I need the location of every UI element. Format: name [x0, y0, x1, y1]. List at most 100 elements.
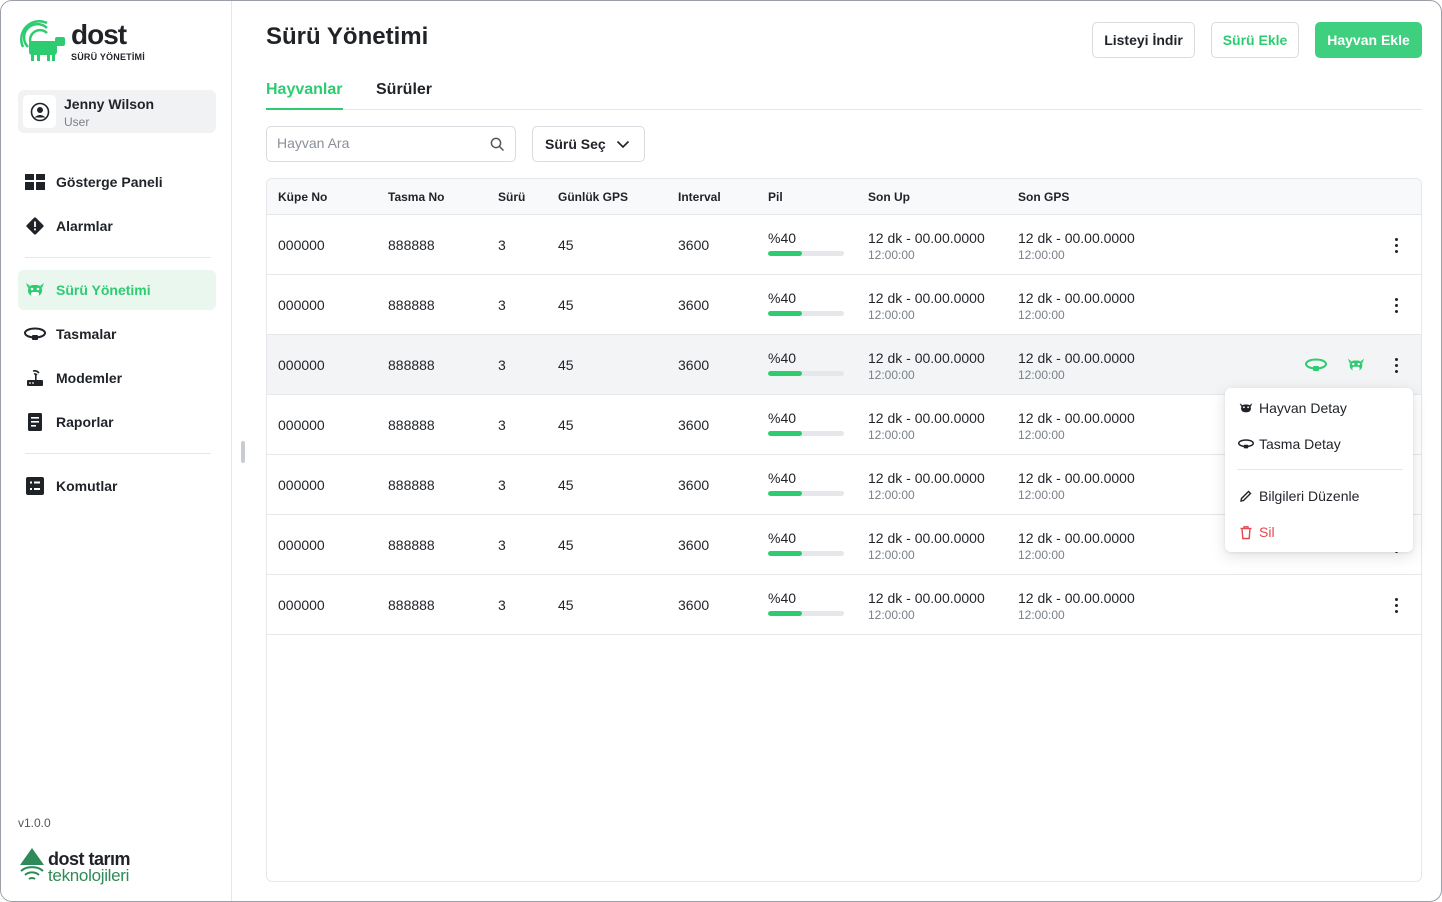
last-gps-value: 12 dk - 00.00.0000: [1018, 410, 1135, 426]
herd-select[interactable]: Sürü Seç: [532, 126, 645, 162]
cell-herd: 3: [498, 537, 506, 553]
cell-herd: 3: [498, 297, 506, 313]
sidebar-item-dashboard[interactable]: Gösterge Paneli: [18, 162, 216, 202]
sidebar-item-modems[interactable]: Modemler: [18, 358, 216, 398]
sidebar-item-collars[interactable]: Tasmalar: [18, 314, 216, 354]
table-row[interactable]: 000000 888888 3 45 3600 %40 12 dk - 00.00.00…: [267, 215, 1421, 275]
cow-logo-icon: [20, 20, 65, 61]
column-header[interactable]: Tasma No: [388, 190, 445, 204]
company-name-line1: dost tarım: [48, 849, 131, 869]
sidebar-item-herd-management[interactable]: Sürü Yönetimi: [18, 270, 216, 310]
menu-divider: [1237, 469, 1403, 470]
search-input[interactable]: [277, 135, 477, 151]
company-logo: dost tarım teknolojileri: [18, 847, 148, 887]
last-gps-time: 12:00:00: [1018, 548, 1065, 562]
sidebar-item-label: Alarmlar: [56, 218, 113, 234]
more-options-icon[interactable]: [1387, 235, 1405, 255]
last-up-value: 12 dk - 00.00.0000: [868, 530, 985, 546]
collar-icon: [24, 323, 46, 345]
table-row[interactable]: 000000 888888 3 45 3600 %40 12 dk - 00.00.00…: [267, 335, 1421, 395]
cell-collar-no: 888888: [388, 477, 435, 493]
last-gps-cell: 12 dk - 00.00.0000 12:00:00: [1018, 410, 1135, 442]
table-row[interactable]: 000000 888888 3 45 3600 %40 12 dk - 00.00.00…: [267, 575, 1421, 635]
column-header[interactable]: Son Up: [868, 190, 910, 204]
battery-cell: %40: [768, 290, 844, 316]
last-gps-value: 12 dk - 00.00.0000: [1018, 590, 1135, 606]
cell-ear-tag: 000000: [278, 237, 325, 253]
last-gps-time: 12:00:00: [1018, 308, 1065, 322]
cell-ear-tag: 000000: [278, 597, 325, 613]
company-name-line2: teknolojileri: [48, 866, 130, 885]
add-herd-button[interactable]: Sürü Ekle: [1211, 22, 1299, 58]
cell-herd: 3: [498, 237, 506, 253]
last-up-time: 12:00:00: [868, 608, 915, 622]
last-gps-time: 12:00:00: [1018, 368, 1065, 382]
download-list-button[interactable]: Listeyi İndir: [1092, 22, 1195, 58]
column-header[interactable]: Pil: [768, 190, 783, 204]
company-logo-icon: [20, 848, 44, 880]
column-header[interactable]: Interval: [678, 190, 721, 204]
cell-ear-tag: 000000: [278, 537, 325, 553]
sidebar-divider: [25, 453, 211, 454]
battery-cell: %40: [768, 410, 844, 436]
battery-bar: [768, 311, 844, 316]
brand-subtitle: SÜRÜ YÖNETİMİ: [71, 52, 145, 62]
last-gps-cell: 12 dk - 00.00.0000 12:00:00: [1018, 290, 1135, 322]
cell-daily-gps: 45: [558, 477, 574, 493]
sidebar-item-reports[interactable]: Raporlar: [18, 402, 216, 442]
last-up-time: 12:00:00: [868, 368, 915, 382]
cell-interval: 3600: [678, 237, 710, 253]
menu-item-animal-detail[interactable]: Hayvan Detay: [1237, 396, 1347, 420]
alarm-icon: [24, 215, 46, 237]
sidebar-item-label: Tasmalar: [56, 326, 117, 342]
user-card[interactable]: Jenny Wilson User: [18, 90, 216, 133]
table-header: Küpe No Tasma No Sürü Günlük GPS Interva…: [267, 179, 1421, 215]
cell-herd: 3: [498, 597, 506, 613]
search-icon[interactable]: [490, 137, 505, 157]
battery-percent: %40: [768, 350, 797, 366]
cell-collar-no: 888888: [388, 597, 435, 613]
cell-ear-tag: 000000: [278, 297, 325, 313]
sidebar-item-alarms[interactable]: Alarmlar: [18, 206, 216, 246]
column-header[interactable]: Son GPS: [1018, 190, 1070, 204]
last-gps-time: 12:00:00: [1018, 428, 1065, 442]
tab-herds[interactable]: Sürüler: [376, 81, 433, 98]
row-context-menu: Hayvan Detay Tasma Detay Bilgileri Düzen…: [1225, 388, 1413, 552]
table-row[interactable]: 000000 888888 3 45 3600 %40 12 dk - 00.00.00…: [267, 275, 1421, 335]
last-up-cell: 12 dk - 00.00.0000 12:00:00: [868, 530, 985, 562]
dashboard-icon: [24, 171, 46, 193]
collar-icon[interactable]: [1304, 355, 1328, 375]
tab-animals[interactable]: Hayvanlar: [266, 81, 343, 110]
avatar: [23, 95, 56, 128]
sidebar: dost SÜRÜ YÖNETİMİ Jenny Wilson User Gös…: [1, 1, 232, 901]
last-gps-time: 12:00:00: [1018, 488, 1065, 502]
column-header[interactable]: Küpe No: [278, 190, 328, 204]
command-icon: [24, 475, 46, 497]
menu-item-delete[interactable]: Sil: [1237, 520, 1275, 544]
cell-collar-no: 888888: [388, 537, 435, 553]
cell-interval: 3600: [678, 297, 710, 313]
column-header[interactable]: Günlük GPS: [558, 190, 629, 204]
sidebar-resize-handle[interactable]: [241, 441, 245, 463]
menu-item-collar-detail[interactable]: Tasma Detay: [1237, 432, 1341, 456]
more-options-icon[interactable]: [1387, 595, 1405, 615]
more-options-icon[interactable]: [1387, 295, 1405, 315]
cell-collar-no: 888888: [388, 357, 435, 373]
menu-item-edit[interactable]: Bilgileri Düzenle: [1237, 484, 1359, 508]
more-options-icon[interactable]: [1387, 355, 1405, 375]
battery-bar: [768, 371, 844, 376]
column-header[interactable]: Sürü: [498, 190, 526, 204]
last-gps-cell: 12 dk - 00.00.0000 12:00:00: [1018, 350, 1135, 382]
battery-percent: %40: [768, 530, 797, 546]
last-up-cell: 12 dk - 00.00.0000 12:00:00: [868, 470, 985, 502]
last-up-value: 12 dk - 00.00.0000: [868, 230, 985, 246]
battery-bar-fill: [768, 551, 803, 556]
brand-logo[interactable]: dost SÜRÜ YÖNETİMİ: [17, 17, 147, 65]
last-gps-value: 12 dk - 00.00.0000: [1018, 290, 1135, 306]
last-up-time: 12:00:00: [868, 428, 915, 442]
cow-icon[interactable]: [1344, 355, 1368, 375]
add-animal-button[interactable]: Hayvan Ekle: [1315, 22, 1422, 58]
user-name: Jenny Wilson: [64, 96, 155, 112]
sidebar-item-commands[interactable]: Komutlar: [18, 466, 216, 506]
